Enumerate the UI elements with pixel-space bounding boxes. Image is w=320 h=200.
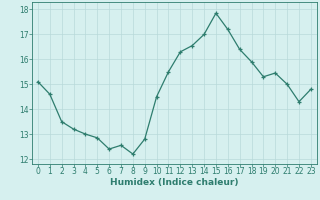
X-axis label: Humidex (Indice chaleur): Humidex (Indice chaleur) xyxy=(110,178,239,187)
